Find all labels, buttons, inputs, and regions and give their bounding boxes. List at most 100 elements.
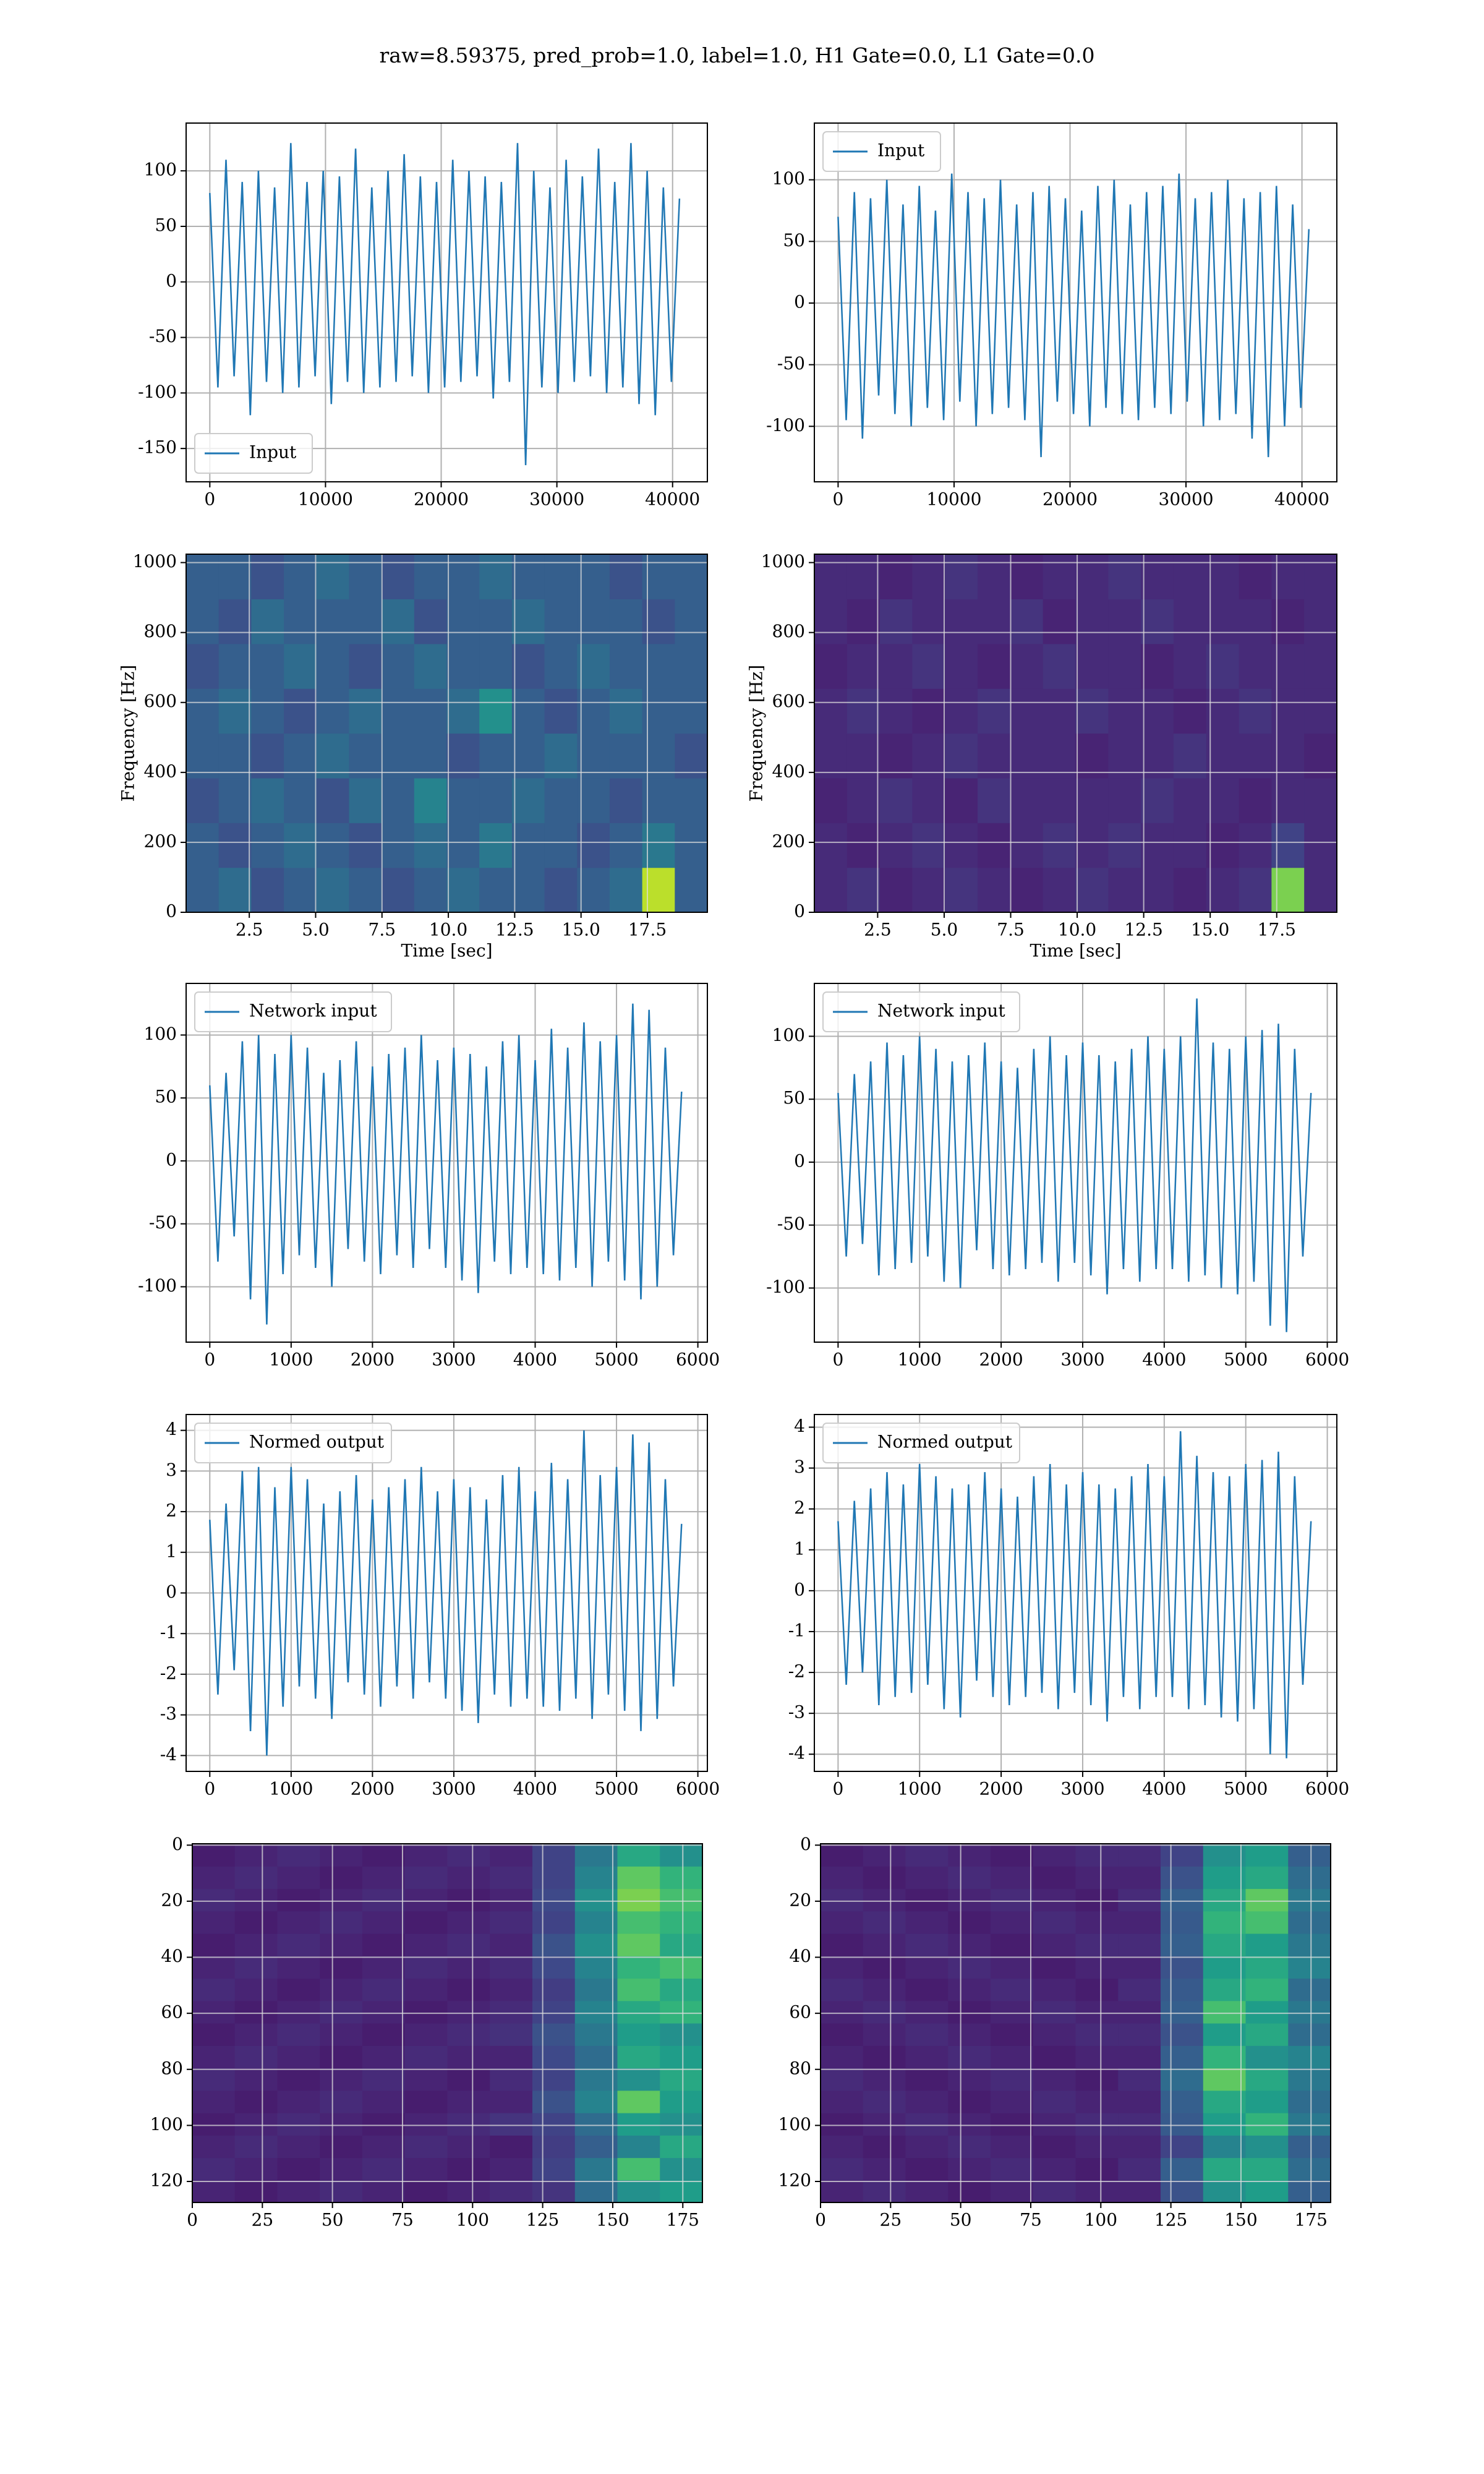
- heatmap-cell: [511, 688, 545, 734]
- heatmap-cell: [948, 2157, 991, 2181]
- heatmap-cell: [617, 2157, 660, 2181]
- y-tick-label: -4: [788, 1743, 805, 1763]
- heatmap-cell: [234, 1911, 278, 1934]
- y-tick-label: 100: [150, 2114, 183, 2134]
- heatmap-cell: [1239, 733, 1272, 779]
- heatmap-cell: [1075, 733, 1109, 779]
- x-tick-label: 1000: [898, 1779, 942, 1799]
- heatmap-cell: [277, 2045, 320, 2069]
- legend-box: [194, 991, 392, 1032]
- heatmap-cell: [277, 2157, 320, 2181]
- heatmap-cell: [382, 733, 415, 779]
- heatmap-cell: [660, 2113, 703, 2136]
- heatmap-cell: [1075, 2090, 1119, 2113]
- heatmap-cell: [863, 1888, 906, 1912]
- heatmap-cell: [675, 643, 708, 689]
- heatmap-cell: [945, 733, 978, 779]
- heatmap-cell: [912, 867, 945, 913]
- heatmap-cell: [1288, 2135, 1331, 2159]
- heatmap-cell: [609, 823, 643, 868]
- heatmap-cell: [382, 554, 415, 599]
- heatmap-cell: [1075, 777, 1109, 823]
- heatmap-cell: [490, 2157, 533, 2181]
- heatmap-cell: [320, 1888, 363, 1912]
- heatmap-cell: [1118, 2090, 1161, 2113]
- heatmap-cell: [192, 1844, 236, 1867]
- heatmap-cell: [905, 2135, 949, 2159]
- heatmap-cell: [948, 2090, 991, 2113]
- heatmap-cell: [404, 1911, 448, 1934]
- heatmap-cell: [349, 823, 382, 868]
- heatmap-cell: [490, 1911, 533, 1934]
- subplot: 0 1000 2000 3000 4000 5000 6000 -100 -50 0 50 100 Ne…: [766, 983, 1349, 1370]
- heatmap-cell: [1033, 2068, 1077, 2091]
- heatmap-cell: [1161, 2045, 1204, 2069]
- heatmap-cell: [577, 554, 610, 599]
- heatmap-cell: [660, 1844, 703, 1867]
- heatmap-cell: [1075, 688, 1109, 734]
- heatmap-cell: [532, 1888, 576, 1912]
- x-tick-label: 40000: [645, 489, 700, 510]
- heatmap-cell: [1118, 1844, 1161, 1867]
- heatmap-cell: [1033, 2090, 1077, 2113]
- heatmap-cell: [574, 1844, 618, 1867]
- heatmap-cell: [362, 1956, 406, 1979]
- legend-box: [194, 1423, 392, 1463]
- heatmap-cell: [234, 1956, 278, 1979]
- heatmap-cell: [362, 2090, 406, 2113]
- heatmap-cell: [905, 2068, 949, 2091]
- heatmap-cell: [234, 2068, 278, 2091]
- heatmap-cell: [574, 1956, 618, 1979]
- y-axis-label: Frequency [Hz]: [118, 665, 139, 802]
- heatmap-cell: [446, 688, 480, 734]
- heatmap-cell: [1043, 599, 1077, 644]
- heatmap-cell: [186, 777, 220, 823]
- heatmap-cell: [192, 2000, 236, 2024]
- x-tick-label: 5000: [1224, 1779, 1268, 1799]
- y-tick-label: 80: [161, 2058, 183, 2078]
- heatmap-cell: [1141, 643, 1174, 689]
- heatmap-cell: [186, 823, 220, 868]
- heatmap-cell: [1161, 2157, 1204, 2181]
- heatmap-cell: [404, 1888, 448, 1912]
- heatmap-cell: [1118, 2157, 1161, 2181]
- heatmap-cell: [660, 2135, 703, 2159]
- x-tick-label: 6000: [676, 1350, 720, 1370]
- legend-box: [194, 433, 313, 474]
- y-tick-label: 1000: [133, 551, 177, 571]
- heatmap-cell: [284, 599, 317, 644]
- heatmap-cell: [251, 554, 284, 599]
- x-tick-label: 0: [187, 2210, 198, 2230]
- heatmap-cell: [574, 2000, 618, 2024]
- x-tick-label: 6000: [1305, 1350, 1349, 1370]
- heatmap-cell: [1141, 554, 1174, 599]
- heatmap-cell: [912, 823, 945, 868]
- heatmap-cell: [490, 2000, 533, 2024]
- heatmap-cell: [234, 2180, 278, 2203]
- y-tick-label: 0: [800, 1834, 811, 1854]
- heatmap-cell: [863, 2157, 906, 2181]
- heatmap-cell: [609, 688, 643, 734]
- heatmap-cell: [609, 599, 643, 644]
- heatmap-cell: [945, 643, 978, 689]
- y-tick-label: -100: [766, 415, 805, 435]
- heatmap-cell: [609, 643, 643, 689]
- heatmap-cell: [277, 1933, 320, 1956]
- y-tick-label: 2: [166, 1500, 177, 1521]
- x-tick-label: 0: [204, 1350, 215, 1370]
- heatmap-cell: [362, 1888, 406, 1912]
- y-tick-label: 50: [155, 1087, 177, 1107]
- heatmap-cell: [660, 2000, 703, 2024]
- heatmap-cell: [1239, 554, 1272, 599]
- heatmap-cell: [863, 1911, 906, 1934]
- line-series: [209, 1003, 683, 1325]
- legend-box: [822, 991, 1020, 1032]
- heatmap-cell: [1010, 733, 1044, 779]
- heatmap-cell: [1239, 599, 1272, 644]
- heatmap-cell: [382, 643, 415, 689]
- heatmap-cell: [284, 777, 317, 823]
- heatmap-cell: [814, 733, 848, 779]
- heatmap-cell: [414, 688, 448, 734]
- heatmap-cell: [991, 2023, 1034, 2046]
- heatmap-cell: [277, 1888, 320, 1912]
